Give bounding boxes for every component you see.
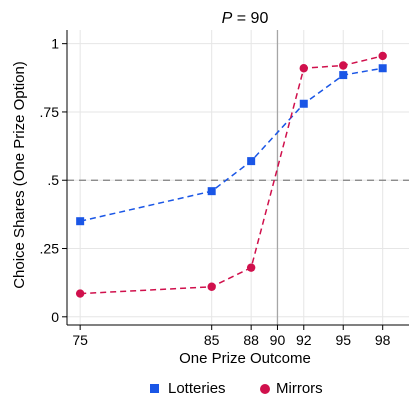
y-tick-label: 0: [51, 309, 59, 325]
legend-marker-lotteries: [150, 384, 159, 393]
chart-title-value: = 90: [232, 10, 268, 27]
series-lotteries: [76, 64, 387, 226]
data-point-lotteries: [339, 71, 348, 80]
legend-label-mirrors: Mirrors: [276, 380, 323, 397]
x-tick-label: 98: [375, 332, 391, 348]
y-tick-label: .75: [40, 104, 60, 120]
x-axis-title: One Prize Outcome: [179, 350, 311, 367]
data-point-mirrors: [339, 61, 348, 70]
x-tick-label: 75: [72, 332, 88, 348]
series-line-mirrors: [80, 55, 383, 295]
data-point-lotteries: [76, 217, 85, 226]
chart-title: P = 90: [222, 10, 269, 27]
x-tick-label: 85: [204, 332, 220, 348]
x-tick-label: 95: [335, 332, 351, 348]
data-point-lotteries: [207, 187, 216, 196]
grid-lines: [67, 30, 409, 325]
data-point-lotteries: [247, 157, 256, 166]
data-point-mirrors: [75, 289, 85, 298]
y-tick-label: 1: [51, 36, 59, 52]
x-tick-label: 92: [296, 332, 312, 348]
data-point-lotteries: [378, 64, 387, 73]
y-axis-title: Choice Shares (One Prize Option): [11, 61, 28, 289]
legend-label-lotteries: Lotteries: [168, 380, 226, 397]
data-point-lotteries: [299, 99, 308, 108]
x-tick-label: 88: [243, 332, 259, 348]
y-tick-label: .5: [47, 172, 59, 188]
data-point-mirrors: [246, 263, 256, 272]
reference-lines: [67, 30, 409, 325]
y-tick-label: .25: [40, 241, 60, 257]
data-point-mirrors: [299, 64, 308, 73]
series-layer: [75, 51, 387, 298]
x-tick-label: 90: [270, 332, 286, 348]
series-mirrors: [75, 51, 387, 298]
axes: 0 .25 .5 .75 1 75 85 88 90 92 95 98: [40, 30, 409, 348]
data-point-mirrors: [207, 282, 216, 291]
series-line-lotteries: [80, 67, 383, 222]
legend: Lotteries Mirrors: [150, 380, 323, 397]
chart-title-variable: P: [222, 10, 233, 27]
data-point-mirrors: [378, 51, 387, 61]
legend-marker-mirrors: [260, 384, 270, 394]
